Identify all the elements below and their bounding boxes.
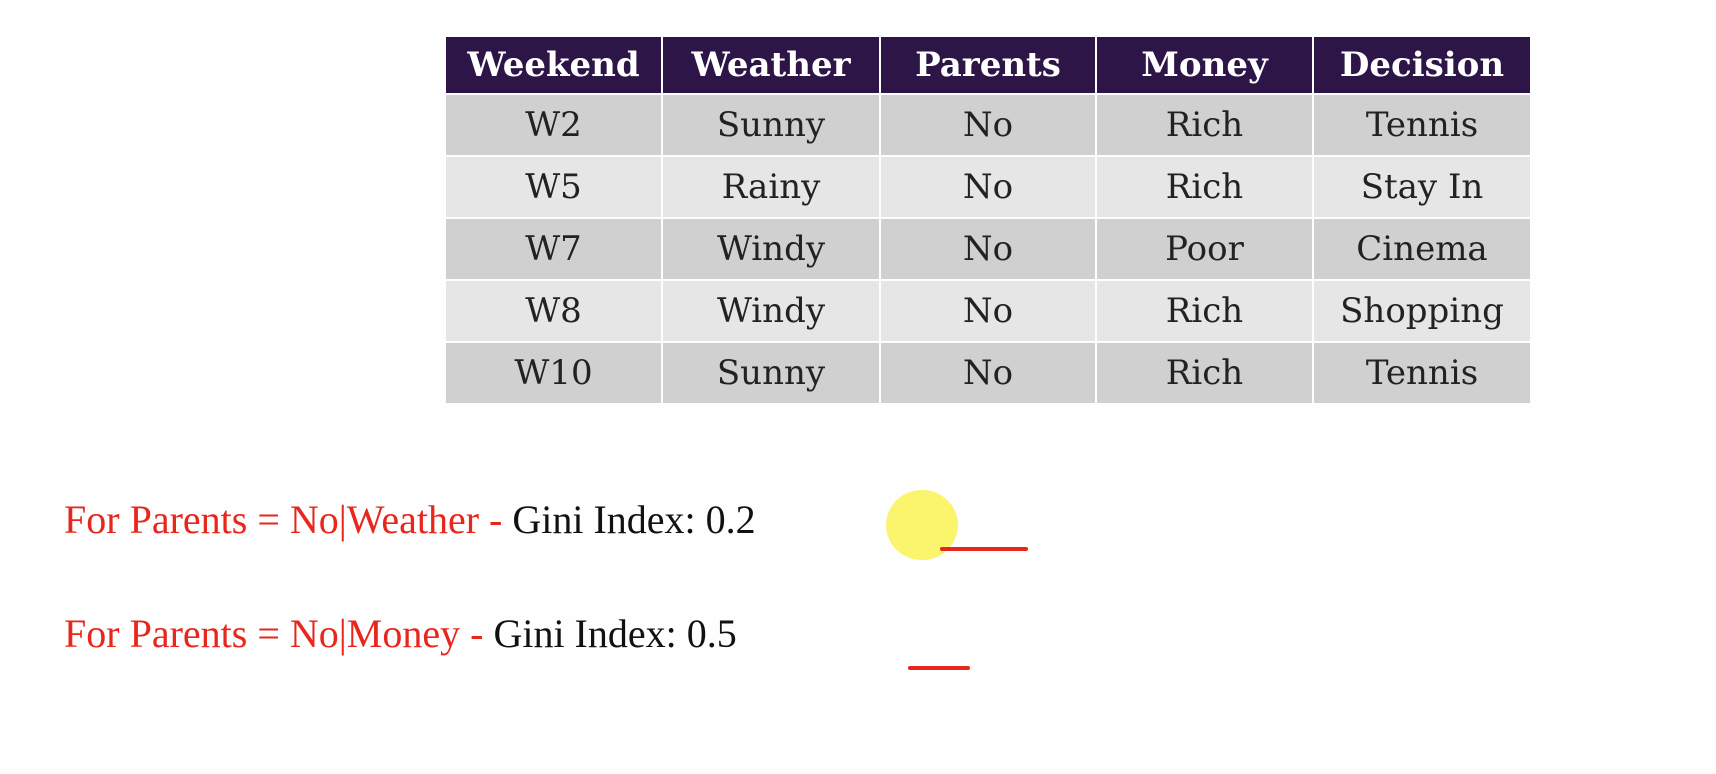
separator: | bbox=[338, 611, 347, 656]
condition-text: For Parents = No bbox=[64, 497, 339, 542]
table-header-row: Weekend Weather Parents Money Decision bbox=[446, 37, 1530, 93]
cell: Tennis bbox=[1314, 343, 1530, 403]
header-decision: Decision bbox=[1314, 37, 1530, 93]
table-row: W5 Rainy No Rich Stay In bbox=[446, 157, 1530, 217]
condition-text: For Parents = No bbox=[64, 611, 339, 656]
attribute-text: Weather bbox=[346, 497, 480, 542]
cell: No bbox=[881, 95, 1095, 155]
cell: No bbox=[881, 281, 1095, 341]
table-row: W2 Sunny No Rich Tennis bbox=[446, 95, 1530, 155]
header-money: Money bbox=[1097, 37, 1312, 93]
cell: Windy bbox=[663, 219, 879, 279]
cell: W10 bbox=[446, 343, 661, 403]
gini-label: Gini Index: bbox=[493, 611, 687, 656]
cell: W5 bbox=[446, 157, 661, 217]
cell: No bbox=[881, 219, 1095, 279]
cell: Rich bbox=[1097, 95, 1312, 155]
table-row: W8 Windy No Rich Shopping bbox=[446, 281, 1530, 341]
header-parents: Parents bbox=[881, 37, 1095, 93]
result-line-money: For Parents = No|Money - Gini Index: 0.5 bbox=[64, 610, 737, 657]
cell: Rich bbox=[1097, 281, 1312, 341]
header-weekend: Weekend bbox=[446, 37, 661, 93]
cell: W2 bbox=[446, 95, 661, 155]
cell: Tennis bbox=[1314, 95, 1530, 155]
underline-mark bbox=[940, 547, 1028, 551]
cell: Poor bbox=[1097, 219, 1312, 279]
underline-mark bbox=[908, 666, 970, 670]
cell: Sunny bbox=[663, 343, 879, 403]
dash: - bbox=[460, 611, 494, 656]
gini-value: 0.2 bbox=[705, 497, 756, 542]
decision-table: Weekend Weather Parents Money Decision W… bbox=[444, 35, 1532, 405]
table-row: W7 Windy No Poor Cinema bbox=[446, 219, 1530, 279]
header-weather: Weather bbox=[663, 37, 879, 93]
separator: | bbox=[338, 497, 347, 542]
cell: Rich bbox=[1097, 343, 1312, 403]
dash: - bbox=[479, 497, 513, 542]
cell: Rainy bbox=[663, 157, 879, 217]
gini-label: Gini Index: bbox=[512, 497, 706, 542]
gini-value: 0.5 bbox=[686, 611, 737, 656]
cell: Sunny bbox=[663, 95, 879, 155]
cell: Shopping bbox=[1314, 281, 1530, 341]
cell: No bbox=[881, 343, 1095, 403]
cell: Windy bbox=[663, 281, 879, 341]
table-row: W10 Sunny No Rich Tennis bbox=[446, 343, 1530, 403]
cell: Rich bbox=[1097, 157, 1312, 217]
cell: W7 bbox=[446, 219, 661, 279]
cell: Stay In bbox=[1314, 157, 1530, 217]
attribute-text: Money bbox=[346, 611, 461, 656]
cell: W8 bbox=[446, 281, 661, 341]
result-line-weather: For Parents = No|Weather - Gini Index: 0… bbox=[64, 496, 756, 543]
cell: No bbox=[881, 157, 1095, 217]
cell: Cinema bbox=[1314, 219, 1530, 279]
